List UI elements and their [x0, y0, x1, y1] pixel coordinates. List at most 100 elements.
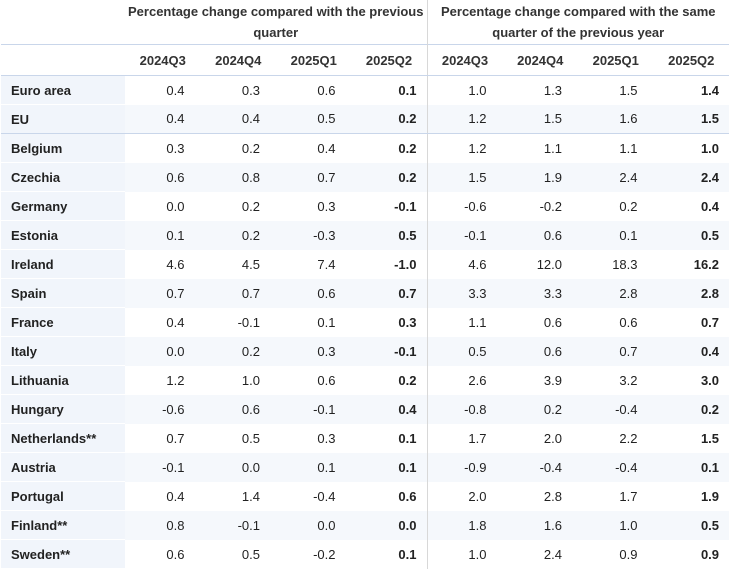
country-label: Ireland [1, 249, 125, 279]
table-cell: 16.2 [693, 256, 720, 272]
table-cell: 2.4 [578, 162, 654, 192]
table-cell: 1.0 [700, 140, 720, 156]
table-cell: 0.2 [200, 336, 276, 366]
table-cell: 0.1 [317, 314, 336, 330]
table-cell: 0.1 [653, 452, 730, 482]
table-cell: 1.6 [502, 510, 578, 540]
header-corner [1, 0, 125, 45]
column-header-period: 2025Q1 [276, 44, 352, 76]
country-label: Netherlands** [1, 423, 125, 453]
table-cell: 1.2 [426, 133, 503, 163]
table-cell: -0.8 [426, 394, 503, 424]
table-cell: 1.7 [619, 488, 638, 504]
table-cell: 0.9 [700, 546, 720, 562]
table-row: Hungary -0.6 0.6 -0.1 0.4 -0.8 0.2 -0.4 0.2 [1, 394, 730, 424]
table-cell: 2.8 [578, 278, 654, 308]
table-cell: 1.4 [241, 488, 260, 504]
table-cell: 0.3 [166, 140, 185, 156]
table-cell: 0.1 [276, 452, 352, 482]
table-cell: -0.1 [125, 452, 201, 482]
group-header-yearly: Percentage change compared with the same… [426, 0, 730, 45]
table-row: Belgium 0.3 0.2 0.4 0.2 1.2 1.1 1.1 1.0 [1, 133, 729, 163]
table-cell: 0.0 [200, 452, 276, 482]
table-cell: -0.4 [313, 488, 336, 504]
table-cell: 0.0 [166, 198, 185, 214]
table-cell: 1.7 [426, 423, 503, 453]
table-cell: -0.1 [351, 336, 427, 366]
table-cell: 1.8 [426, 510, 503, 540]
table-cell: 0.6 [276, 75, 352, 105]
table-cell: -0.1 [200, 510, 276, 540]
table-cell: 7.4 [317, 256, 336, 272]
table-cell: 1.9 [502, 162, 578, 192]
table-cell: -0.2 [313, 546, 336, 562]
country-label: Lithuania [1, 365, 125, 395]
table-row: Sweden** 0.6 0.5 -0.2 0.1 1.0 2.4 0.9 0.9 [1, 539, 729, 569]
table-row: Austria -0.1 0.0 0.1 0.1 -0.9 -0.4 -0.4 0.1 [1, 452, 730, 482]
table-cell: 0.6 [619, 314, 638, 330]
table-cell: 2.6 [426, 365, 503, 395]
column-header-period: 2025Q2 [653, 44, 730, 76]
table-cell: 0.1 [351, 75, 427, 105]
table-cell: 0.1 [578, 220, 654, 250]
table-cell: 0.0 [351, 510, 427, 540]
table-cell: 0.5 [241, 546, 260, 562]
table-cell: 0.4 [317, 140, 336, 156]
table-cell: -0.3 [276, 220, 352, 250]
table-cell: 1.3 [502, 75, 578, 105]
table-cell: -0.6 [426, 191, 503, 221]
table-cell: 0.2 [398, 372, 417, 388]
table-cell: 0.5 [351, 220, 427, 250]
column-header-period: 2024Q3 [426, 44, 503, 76]
column-header-period: 2024Q3 [125, 44, 201, 76]
table-cell: 0.5 [426, 336, 503, 366]
table-cell: 2.4 [543, 546, 562, 562]
table-cell: 0.7 [276, 162, 352, 192]
table-cell: -0.4 [502, 452, 578, 482]
table-row: Portugal 0.4 1.4 -0.4 0.6 2.0 2.8 1.7 1.9 [1, 481, 729, 511]
table-cell: 0.3 [398, 314, 417, 330]
column-header-country [1, 44, 125, 76]
table-cell: 2.8 [653, 278, 730, 308]
table-row: Spain 0.7 0.7 0.6 0.7 3.3 3.3 2.8 2.8 [1, 278, 730, 308]
table-cell: 0.0 [125, 336, 201, 366]
table-cell: 1.5 [502, 104, 578, 134]
table-cell: 0.0 [276, 510, 352, 540]
table-row: Czechia 0.6 0.8 0.7 0.2 1.5 1.9 2.4 2.4 [1, 162, 730, 192]
country-label: Portugal [1, 481, 125, 511]
table-row: Ireland 4.6 4.5 7.4 -1.0 4.6 12.0 18.3 16.2 [1, 249, 729, 279]
table-cell: 3.2 [619, 372, 638, 388]
table-cell: 0.1 [398, 546, 417, 562]
table-row: Lithuania 1.2 1.0 0.6 0.2 2.6 3.9 3.2 3.0 [1, 365, 729, 395]
group-header-quarterly: Percentage change compared with the prev… [128, 4, 424, 40]
table-cell: 0.4 [351, 394, 427, 424]
table-cell: 3.3 [426, 278, 503, 308]
table-row: Germany 0.0 0.2 0.3 -0.1 -0.6 -0.2 0.2 0.4 [1, 191, 729, 221]
table-cell: 3.3 [502, 278, 578, 308]
column-header-period: 2025Q2 [351, 44, 427, 76]
country-label: Italy [1, 336, 125, 366]
table-cell: 2.0 [543, 430, 562, 446]
table-cell: 0.2 [351, 162, 427, 192]
table-row: EU 0.4 0.4 0.5 0.2 1.2 1.5 1.6 1.5 [1, 104, 730, 134]
table-cell: -0.2 [539, 198, 562, 214]
table-row: Netherlands** 0.7 0.5 0.3 0.1 1.7 2.0 2.2 1.5 [1, 423, 729, 453]
table-cell: 0.2 [200, 220, 276, 250]
table-cell: 0.2 [398, 140, 417, 156]
table-cell: 0.1 [398, 430, 417, 446]
table-row: Italy 0.0 0.2 0.3 -0.1 0.5 0.6 0.7 0.4 [1, 336, 730, 366]
table-cell: 18.3 [612, 256, 638, 272]
table-cell: 0.6 [200, 394, 276, 424]
table-cell: 1.1 [543, 140, 562, 156]
table-cell: 0.5 [653, 510, 730, 540]
table-cell: 0.2 [241, 198, 260, 214]
table-cell: 0.4 [200, 104, 276, 134]
table-cell: -0.1 [394, 198, 417, 214]
table-cell: -1.0 [394, 256, 417, 272]
table-cell: 0.1 [125, 220, 201, 250]
table-cell: 0.7 [578, 336, 654, 366]
table-cell: 2.0 [426, 481, 503, 511]
table-cell: 3.0 [700, 372, 720, 388]
table-cell: 0.8 [200, 162, 276, 192]
